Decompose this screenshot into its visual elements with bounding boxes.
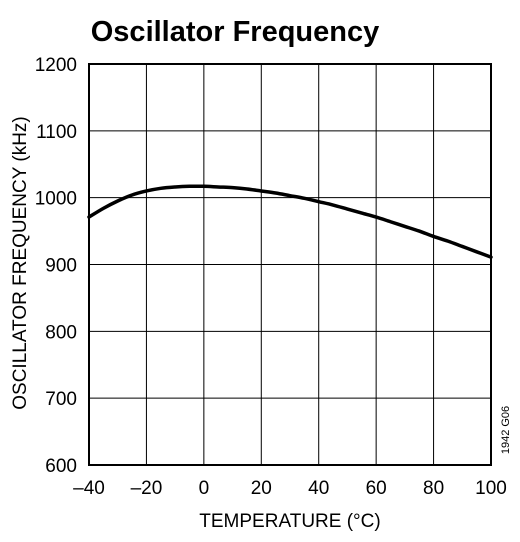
series-line	[87, 184, 493, 259]
x-tick-label: 40	[308, 478, 329, 499]
x-tick-label: 80	[423, 478, 444, 499]
series-layer	[87, 184, 493, 259]
y-tick-label: 1100	[36, 122, 77, 143]
y-tick-label: 900	[45, 256, 77, 277]
y-axis-label: OSCILLATOR FREQUENCY (kHz)	[10, 116, 31, 410]
x-tick-label: 20	[251, 478, 272, 499]
y-tick-labels: 600 700 800 900 1000 1100 1200	[35, 55, 77, 477]
x-tick-labels: –40 –20 0 20 40 60 80 100	[73, 478, 507, 499]
y-tick-label: 1000	[35, 189, 77, 210]
x-tick-label: –20	[131, 478, 163, 499]
y-tick-label: 800	[45, 322, 77, 343]
x-tick-label: 60	[366, 478, 387, 499]
figure-code: 1942 G06	[500, 406, 512, 454]
x-axis-label: TEMPERATURE (°C)	[199, 511, 380, 532]
y-tick-label: 1200	[35, 55, 77, 76]
y-tick-label: 700	[45, 389, 77, 410]
chart-title: Oscillator Frequency	[91, 16, 380, 48]
plot-frame	[88, 63, 492, 466]
y-tick-label: 600	[45, 456, 77, 477]
x-tick-label: 0	[199, 478, 210, 499]
grid-lines	[88, 63, 492, 466]
x-tick-label: 100	[475, 478, 507, 499]
x-tick-label: –40	[73, 478, 105, 499]
